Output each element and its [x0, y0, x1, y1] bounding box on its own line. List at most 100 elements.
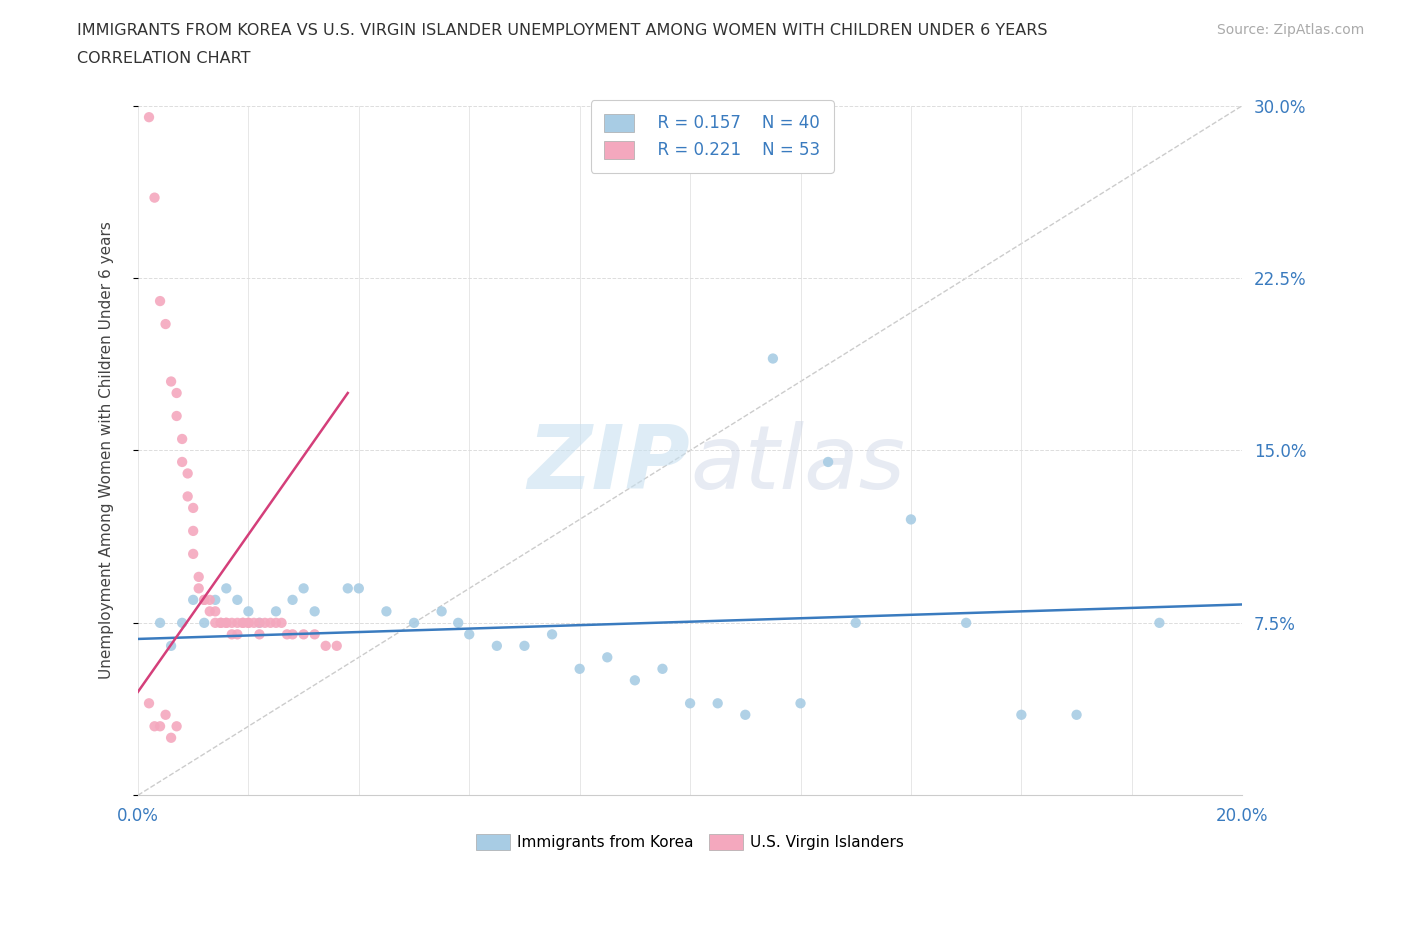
Point: [238, 604, 260, 618]
Point: [160, 638, 183, 653]
Point: [430, 604, 453, 618]
Point: [402, 616, 425, 631]
Point: [485, 638, 508, 653]
Point: [541, 627, 564, 642]
Point: [172, 432, 194, 446]
Point: [292, 627, 315, 642]
Point: [238, 616, 260, 631]
Text: ZIP: ZIP: [527, 420, 690, 508]
Point: [568, 661, 591, 676]
Point: [176, 489, 198, 504]
Point: [1066, 708, 1088, 723]
Point: [181, 592, 204, 607]
Point: [347, 581, 370, 596]
Point: [149, 294, 172, 309]
Point: [204, 604, 226, 618]
Point: [447, 616, 470, 631]
Text: Source: ZipAtlas.com: Source: ZipAtlas.com: [1216, 23, 1364, 37]
Point: [204, 616, 226, 631]
Point: [155, 708, 177, 723]
Point: [259, 616, 281, 631]
Point: [181, 547, 204, 562]
Point: [270, 616, 292, 631]
Point: [149, 719, 172, 734]
Point: [900, 512, 922, 527]
Point: [166, 719, 188, 734]
Point: [181, 524, 204, 538]
Point: [1010, 708, 1032, 723]
Point: [204, 592, 226, 607]
Point: [209, 616, 232, 631]
Point: [166, 408, 188, 423]
Point: [955, 616, 977, 631]
Text: atlas: atlas: [690, 421, 905, 507]
Point: [375, 604, 398, 618]
Point: [160, 374, 183, 389]
Point: [249, 627, 271, 642]
Point: [706, 696, 728, 711]
Point: [226, 592, 249, 607]
Text: IMMIGRANTS FROM KOREA VS U.S. VIRGIN ISLANDER UNEMPLOYMENT AMONG WOMEN WITH CHIL: IMMIGRANTS FROM KOREA VS U.S. VIRGIN ISL…: [77, 23, 1047, 38]
Point: [789, 696, 811, 711]
Point: [264, 616, 287, 631]
Point: [513, 638, 536, 653]
Point: [762, 352, 785, 366]
Point: [249, 616, 271, 631]
Point: [264, 604, 287, 618]
Point: [143, 191, 166, 206]
Point: [226, 616, 249, 631]
Point: [193, 592, 215, 607]
Point: [243, 616, 266, 631]
Point: [172, 455, 194, 470]
Point: [198, 592, 221, 607]
Point: [193, 616, 215, 631]
Point: [1149, 616, 1171, 631]
Point: [187, 569, 209, 584]
Point: [221, 627, 243, 642]
Point: [209, 616, 232, 631]
Point: [281, 592, 304, 607]
Point: [845, 616, 868, 631]
Point: [181, 500, 204, 515]
Point: [249, 616, 271, 631]
Point: [734, 708, 756, 723]
Point: [315, 638, 337, 653]
Point: [304, 604, 326, 618]
Point: [817, 455, 839, 470]
Point: [221, 616, 243, 631]
Point: [138, 110, 160, 125]
Point: [172, 616, 194, 631]
Point: [232, 616, 254, 631]
Point: [232, 616, 254, 631]
Point: [292, 581, 315, 596]
Point: [215, 581, 238, 596]
Text: CORRELATION CHART: CORRELATION CHART: [77, 51, 250, 66]
Point: [325, 638, 347, 653]
Point: [149, 616, 172, 631]
Point: [143, 719, 166, 734]
Point: [226, 627, 249, 642]
Point: [187, 581, 209, 596]
Point: [596, 650, 619, 665]
Point: [336, 581, 359, 596]
Point: [176, 466, 198, 481]
Point: [304, 627, 326, 642]
Point: [281, 627, 304, 642]
Point: [215, 616, 238, 631]
Point: [458, 627, 481, 642]
Point: [276, 627, 298, 642]
Point: [215, 616, 238, 631]
Point: [160, 730, 183, 745]
Point: [679, 696, 702, 711]
Point: [166, 386, 188, 401]
Point: [155, 316, 177, 331]
Point: [198, 604, 221, 618]
Point: [253, 616, 276, 631]
Point: [624, 673, 647, 688]
Legend: Immigrants from Korea, U.S. Virgin Islanders: Immigrants from Korea, U.S. Virgin Islan…: [470, 828, 910, 857]
Y-axis label: Unemployment Among Women with Children Under 6 years: Unemployment Among Women with Children U…: [100, 221, 114, 680]
Point: [193, 592, 215, 607]
Point: [138, 696, 160, 711]
Point: [651, 661, 673, 676]
Point: [238, 616, 260, 631]
